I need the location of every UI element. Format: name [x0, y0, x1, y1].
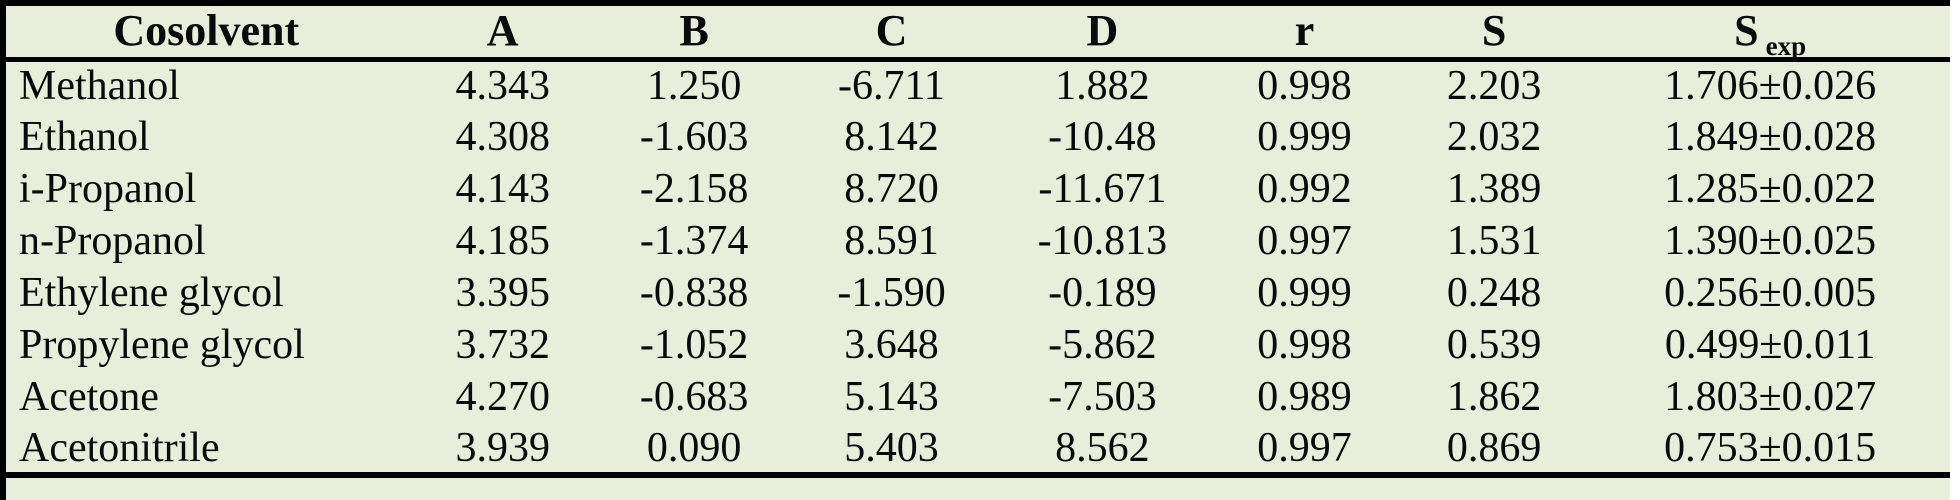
table-body: Methanol 4.343 1.250 -6.711 1.882 0.998 …	[6, 59, 1950, 475]
value-cell-s: 0.539	[1446, 322, 1542, 368]
value-cell-s: 0.869	[1446, 424, 1542, 471]
value-cell-r: 0.992	[1257, 166, 1352, 212]
value-cell-b: -0.683	[639, 374, 749, 420]
value-cell-b: -0.838	[639, 270, 749, 316]
col-header-d: D	[993, 3, 1212, 62]
value-cell-a: 4.343	[455, 63, 550, 110]
value-cell-r: 0.999	[1257, 270, 1352, 316]
value-cell-b: 0.090	[646, 424, 742, 471]
value-cell-r: 0.997	[1257, 218, 1352, 264]
col-header-s: S	[1397, 3, 1591, 62]
value-cell-r: 0.998	[1257, 63, 1352, 110]
col-header-cosolvent: Cosolvent	[6, 3, 407, 62]
value-cell-a: 3.395	[455, 270, 550, 316]
value-cell-r: 0.998	[1257, 322, 1352, 368]
value-cell-d: -0.189	[1048, 270, 1157, 316]
table-row: Acetone 4.270 -0.683 5.143 -7.503 0.989 …	[6, 371, 1950, 423]
value-cell-a: 4.308	[455, 114, 550, 160]
row-label-cosolvent: Ethanol	[19, 114, 150, 160]
value-cell-a: 4.185	[455, 218, 550, 264]
value-cell-c: -6.711	[838, 63, 945, 110]
col-header-b: B	[598, 3, 790, 62]
value-cell-r: 0.997	[1257, 424, 1352, 471]
value-cell-s-exp: 1.285±0.022	[1664, 166, 1877, 212]
table-row: i-Propanol 4.143 -2.158 8.720 -11.671 0.…	[6, 163, 1950, 215]
s-exp-base: S	[1734, 6, 1759, 56]
value-cell-a: 4.270	[455, 374, 550, 420]
col-header-a: A	[406, 3, 599, 62]
value-cell-b: -2.158	[639, 166, 749, 212]
value-cell-c: 8.720	[844, 166, 939, 212]
value-cell-s-exp: 0.753±0.015	[1664, 424, 1877, 471]
value-cell-s: 0.248	[1446, 270, 1542, 316]
value-cell-b: -1.374	[639, 218, 749, 264]
value-cell-d: -10.813	[1037, 218, 1168, 264]
row-label-cosolvent: Methanol	[19, 63, 180, 110]
value-cell-s: 1.531	[1446, 218, 1542, 264]
value-cell-a: 4.143	[455, 166, 550, 212]
value-cell-c: 3.648	[844, 322, 939, 368]
value-cell-s-exp: 1.849±0.028	[1664, 114, 1877, 160]
value-cell-d: -5.862	[1048, 322, 1157, 368]
row-label-cosolvent: i-Propanol	[19, 166, 197, 212]
value-cell-c: 5.403	[844, 424, 939, 471]
value-cell-d: 8.562	[1055, 424, 1150, 471]
row-label-cosolvent: Ethylene glycol	[19, 270, 284, 316]
value-cell-b: -1.052	[639, 322, 749, 368]
value-cell-s: 1.862	[1446, 374, 1542, 420]
value-cell-r: 0.999	[1257, 114, 1352, 160]
row-label-cosolvent: Propylene glycol	[19, 322, 305, 368]
table-row: Acetonitrile 3.939 0.090 5.403 8.562 0.9…	[6, 423, 1950, 475]
value-cell-b: -1.603	[639, 114, 749, 160]
row-label-cosolvent: n-Propanol	[19, 218, 206, 264]
value-cell-d: -7.503	[1048, 374, 1157, 420]
value-cell-s: 1.389	[1446, 166, 1542, 212]
value-cell-d: 1.882	[1055, 63, 1150, 110]
value-cell-a: 3.939	[455, 424, 550, 471]
value-cell-s-exp: 1.390±0.025	[1664, 218, 1877, 264]
table-row: Ethanol 4.308 -1.603 8.142 -10.48 0.999 …	[6, 111, 1950, 163]
value-cell-s-exp: 0.499±0.011	[1664, 322, 1876, 368]
table-row: Ethylene glycol 3.395 -0.838 -1.590 -0.1…	[6, 267, 1950, 319]
col-header-r: r	[1211, 3, 1398, 62]
value-cell-s-exp: 0.256±0.005	[1664, 270, 1877, 316]
value-cell-b: 1.250	[646, 63, 742, 110]
value-cell-r: 0.989	[1257, 374, 1352, 420]
value-cell-d: -11.671	[1038, 166, 1167, 212]
value-cell-c: -1.590	[837, 270, 946, 316]
col-header-c: C	[789, 3, 994, 62]
value-cell-s: 2.032	[1446, 114, 1542, 160]
table-row: n-Propanol 4.185 -1.374 8.591 -10.813 0.…	[6, 215, 1950, 267]
value-cell-s-exp: 1.706±0.026	[1664, 63, 1877, 110]
value-cell-c: 5.143	[844, 374, 939, 420]
table-row: Propylene glycol 3.732 -1.052 3.648 -5.8…	[6, 319, 1950, 371]
value-cell-d: -10.48	[1048, 114, 1157, 160]
s-exp-subscript: exp	[1765, 31, 1807, 62]
value-cell-s: 2.203	[1446, 63, 1542, 110]
row-label-cosolvent: Acetonitrile	[19, 424, 220, 471]
value-cell-c: 8.142	[844, 114, 939, 160]
table-row: Methanol 4.343 1.250 -6.711 1.882 0.998 …	[6, 59, 1950, 111]
row-label-cosolvent: Acetone	[19, 374, 159, 420]
value-cell-s-exp: 1.803±0.027	[1664, 374, 1877, 420]
value-cell-a: 3.732	[455, 322, 550, 368]
value-cell-c: 8.591	[844, 218, 939, 264]
